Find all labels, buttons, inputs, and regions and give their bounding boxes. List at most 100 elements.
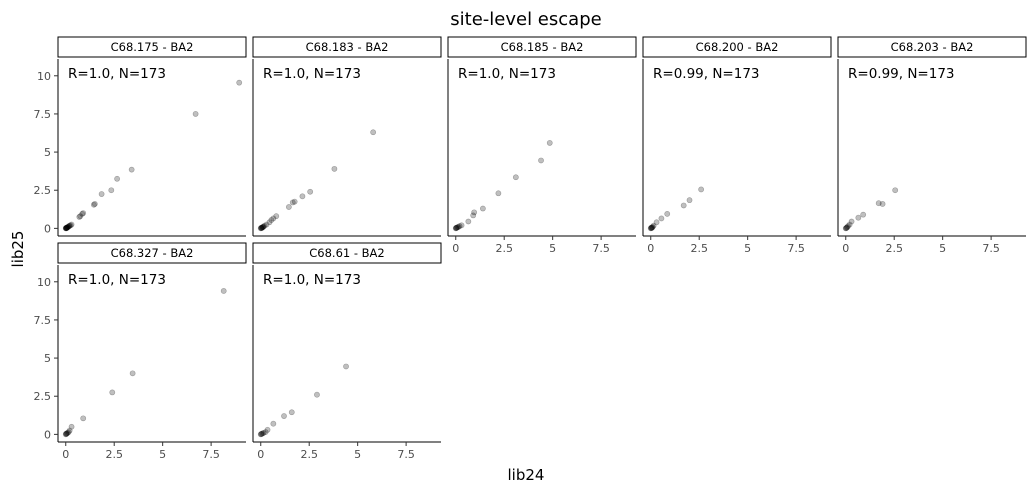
scatter-point xyxy=(331,165,338,172)
scatter-point xyxy=(892,187,899,194)
scatter-point xyxy=(77,213,84,220)
scatter-point xyxy=(63,430,70,437)
facet-strip-label: C68.200 - BA2 xyxy=(696,40,779,54)
scatter-point xyxy=(63,225,70,232)
correlation-annotation: R=1.0, N=173 xyxy=(68,272,166,288)
scatter-point xyxy=(454,224,460,231)
scatter-point xyxy=(846,221,853,228)
scatter-point xyxy=(471,209,478,216)
scatter-point xyxy=(64,224,71,231)
scatter-point xyxy=(465,218,472,225)
scatter-point xyxy=(109,389,116,396)
scatter-point xyxy=(855,214,862,221)
scatter-point xyxy=(65,223,71,230)
x-tick-label: 7.5 xyxy=(982,242,1000,255)
scatter-point xyxy=(452,225,459,232)
scatter-point xyxy=(538,157,544,164)
facet-strip-label: C68.61 - BA2 xyxy=(309,246,385,260)
correlation-annotation: R=1.0, N=173 xyxy=(263,272,361,288)
scatter-point xyxy=(649,223,656,230)
scatter-point xyxy=(653,219,660,226)
facet-strip xyxy=(252,242,442,264)
scatter-point xyxy=(66,222,73,229)
y-tick-label: 2.5 xyxy=(34,390,52,403)
scatter-point xyxy=(291,198,298,205)
scatter-point xyxy=(108,187,115,194)
scatter-point xyxy=(270,420,277,427)
x-tick-label: 0 xyxy=(452,242,459,255)
scatter-point xyxy=(307,188,314,195)
correlation-annotation: R=0.99, N=173 xyxy=(848,66,955,82)
scatter-point xyxy=(512,174,519,181)
scatter-point xyxy=(264,426,271,433)
scatter-point xyxy=(260,223,267,230)
scatter-point xyxy=(453,224,460,231)
scatter-point xyxy=(288,409,295,416)
x-tick-label: 5 xyxy=(159,448,166,461)
scatter-point xyxy=(845,223,851,229)
scatter-point xyxy=(343,363,349,370)
scatter-point xyxy=(129,370,136,377)
facet-strip-label: C68.183 - BA2 xyxy=(306,40,389,54)
scatter-point xyxy=(114,175,121,182)
scatter-point xyxy=(64,429,71,436)
scatter-point xyxy=(258,225,265,231)
x-tick-label: 7.5 xyxy=(397,448,415,461)
scatter-point xyxy=(64,224,71,231)
scatter-point xyxy=(470,212,477,219)
facet-strip-label: C68.327 - BA2 xyxy=(111,246,194,260)
scatter-point xyxy=(844,224,851,231)
scatter-point xyxy=(259,430,266,437)
scatter-point xyxy=(268,217,275,223)
scatter-point xyxy=(261,222,268,229)
scatter-point xyxy=(64,430,70,437)
x-tick-label: 7.5 xyxy=(592,242,610,255)
y-axis-label: lib25 xyxy=(9,231,27,268)
x-axis-label: lib24 xyxy=(508,466,545,484)
scatter-point xyxy=(650,222,657,229)
scatter-point xyxy=(458,222,465,229)
y-tick-label: 0 xyxy=(44,428,51,441)
facet-strip xyxy=(642,36,832,58)
scatter-point xyxy=(257,431,264,438)
y-tick-label: 7.5 xyxy=(34,108,52,121)
scatter-point xyxy=(680,202,687,209)
scatter-point xyxy=(860,211,867,218)
y-tick-label: 0 xyxy=(44,222,51,235)
scatter-points xyxy=(62,288,227,438)
scatter-point xyxy=(67,222,74,229)
x-tick-label: 5 xyxy=(939,242,946,255)
x-tick-label: 5 xyxy=(549,242,556,255)
scatter-point xyxy=(546,140,553,146)
scatter-point xyxy=(456,223,463,229)
facet-panel: C68.327 - BA2 0 2.5 5 7.5 10 0 2.5 5 7.5 R=1.0, N=… xyxy=(34,242,247,461)
scatter-point xyxy=(258,224,265,231)
scatter-point xyxy=(63,225,69,231)
scatter-point xyxy=(258,225,265,231)
y-tick-label: 10 xyxy=(37,276,51,289)
x-tick-label: 5 xyxy=(354,448,361,461)
scatter-point xyxy=(220,288,227,294)
facet-strip xyxy=(57,242,247,264)
scatter-point xyxy=(453,225,460,231)
scatter-point xyxy=(258,431,265,437)
x-tick-label: 0 xyxy=(842,242,849,255)
scatter-point xyxy=(192,111,199,117)
facet-panel: C68.200 - BA2 0 2.5 5 7.5 R=0.99, N=173 xyxy=(642,36,832,255)
x-tick-label: 2.5 xyxy=(885,242,903,255)
scatter-point xyxy=(90,201,97,208)
scatter-point xyxy=(455,223,462,230)
x-tick-label: 7.5 xyxy=(787,242,805,255)
scatter-point xyxy=(648,225,655,231)
y-tick-label: 7.5 xyxy=(34,314,52,327)
scatter-point xyxy=(648,224,655,231)
scatter-point xyxy=(289,199,296,206)
scatter-point xyxy=(68,423,75,430)
x-tick-label: 0 xyxy=(647,242,654,255)
correlation-annotation: R=1.0, N=173 xyxy=(68,66,166,82)
y-tick-label: 2.5 xyxy=(34,184,52,197)
scatter-point xyxy=(270,215,277,222)
scatter-point xyxy=(80,415,87,422)
scatter-point xyxy=(658,215,665,222)
